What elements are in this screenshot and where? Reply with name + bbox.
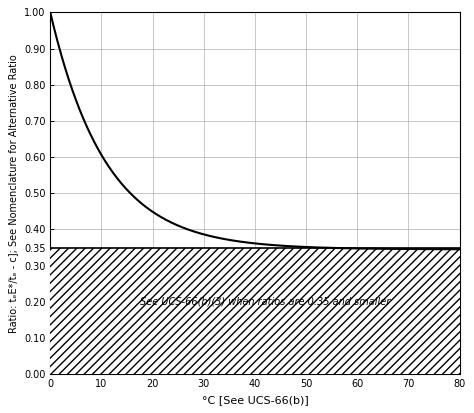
- Bar: [50, 247, 459, 374]
- Text: See UCS-66(b)(3) when ratios are 0.35 and smaller: See UCS-66(b)(3) when ratios are 0.35 an…: [140, 297, 390, 307]
- Y-axis label: Ratio: tₑE*/tₑ - c]; See Nomenclature for Alternative Ratio: Ratio: tₑE*/tₑ - c]; See Nomenclature fo…: [9, 54, 18, 332]
- X-axis label: °C [See UCS-66(b)]: °C [See UCS-66(b)]: [201, 395, 308, 405]
